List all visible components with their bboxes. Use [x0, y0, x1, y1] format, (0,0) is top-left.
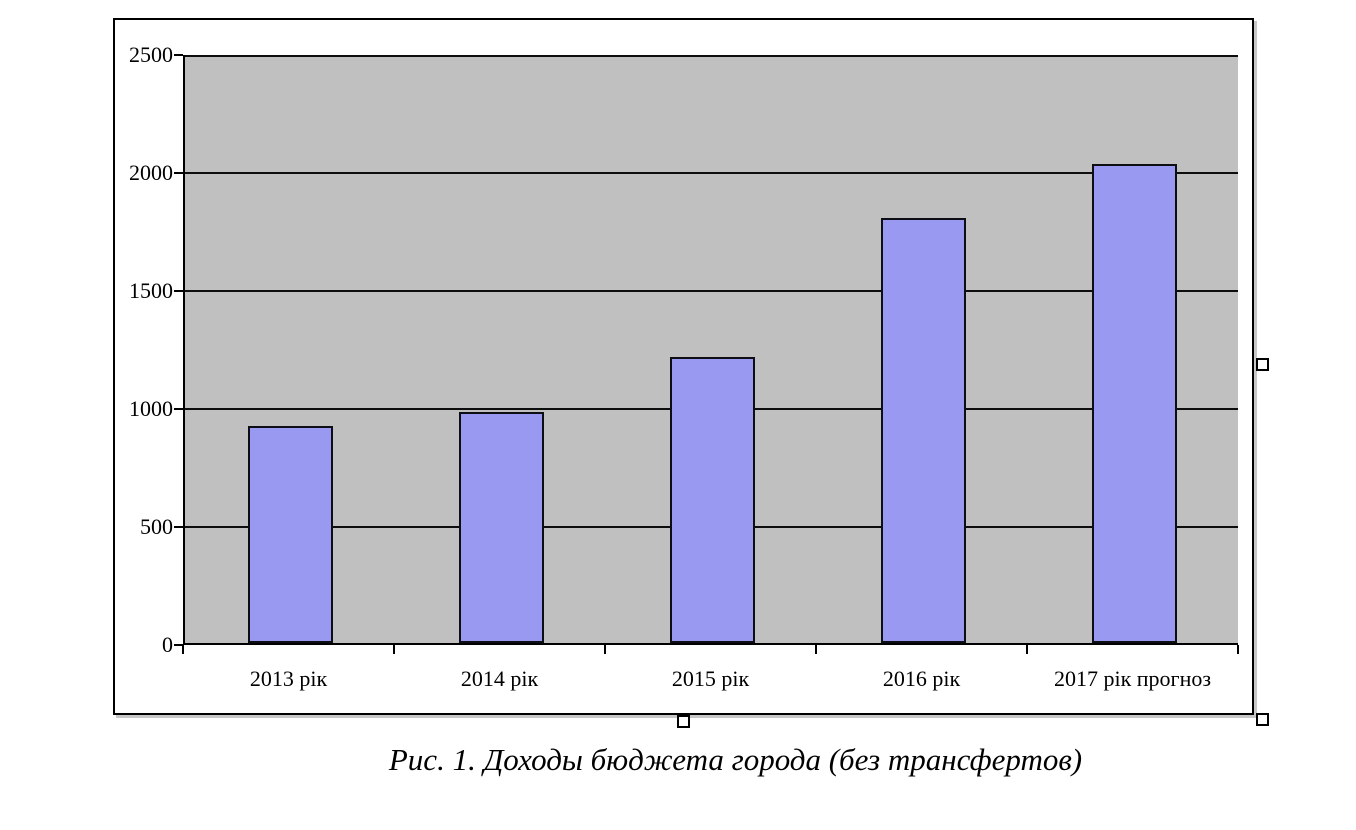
bar-2017 рік прогноз [1092, 164, 1177, 643]
y-tick-label: 2000 [129, 160, 173, 185]
y-tick-mark [174, 644, 183, 646]
resize-handle-bottom-right[interactable] [1256, 713, 1269, 726]
bar-2016 рік [881, 218, 966, 643]
x-tick-mark [604, 645, 606, 654]
gridline [185, 172, 1238, 174]
bar-2014 рік [459, 412, 544, 643]
x-tick-mark [1237, 645, 1239, 654]
plot-area [183, 55, 1238, 645]
figure-caption: Рис. 1. Доходы бюджета города (без транс… [388, 742, 1083, 777]
x-tick-mark [393, 645, 395, 654]
gridline [185, 55, 1238, 57]
y-tick-label: 0 [162, 632, 173, 657]
x-category-label: 2013 рік [249, 666, 328, 691]
y-tick-mark [174, 172, 183, 174]
x-category-label: 2015 рік [671, 666, 750, 691]
y-tick-label: 1000 [129, 396, 173, 421]
x-tick-mark [815, 645, 817, 654]
x-tick-mark [182, 645, 184, 654]
y-tick-mark [174, 526, 183, 528]
x-tick-mark [1026, 645, 1028, 654]
y-tick-mark [174, 54, 183, 56]
resize-handle-right-middle[interactable] [1256, 358, 1269, 371]
y-tick-label: 2500 [129, 42, 173, 67]
y-tick-label: 1500 [129, 278, 173, 303]
bar-2013 рік [248, 426, 333, 643]
embedded-chart-object[interactable]: 0 500 1000 1500 2000 2500 2013 рік 2014 рік 201… [113, 18, 1254, 715]
x-category-label: 2014 рік [460, 666, 539, 691]
resize-handle-bottom-center[interactable] [677, 715, 690, 728]
y-tick-label: 500 [140, 514, 173, 539]
gridline [185, 290, 1238, 292]
x-category-label: 2017 рік прогноз [1053, 666, 1212, 691]
x-category-label: 2016 рік [882, 666, 961, 691]
bar-2015 рік [670, 357, 755, 643]
y-tick-mark [174, 408, 183, 410]
y-tick-mark [174, 290, 183, 292]
